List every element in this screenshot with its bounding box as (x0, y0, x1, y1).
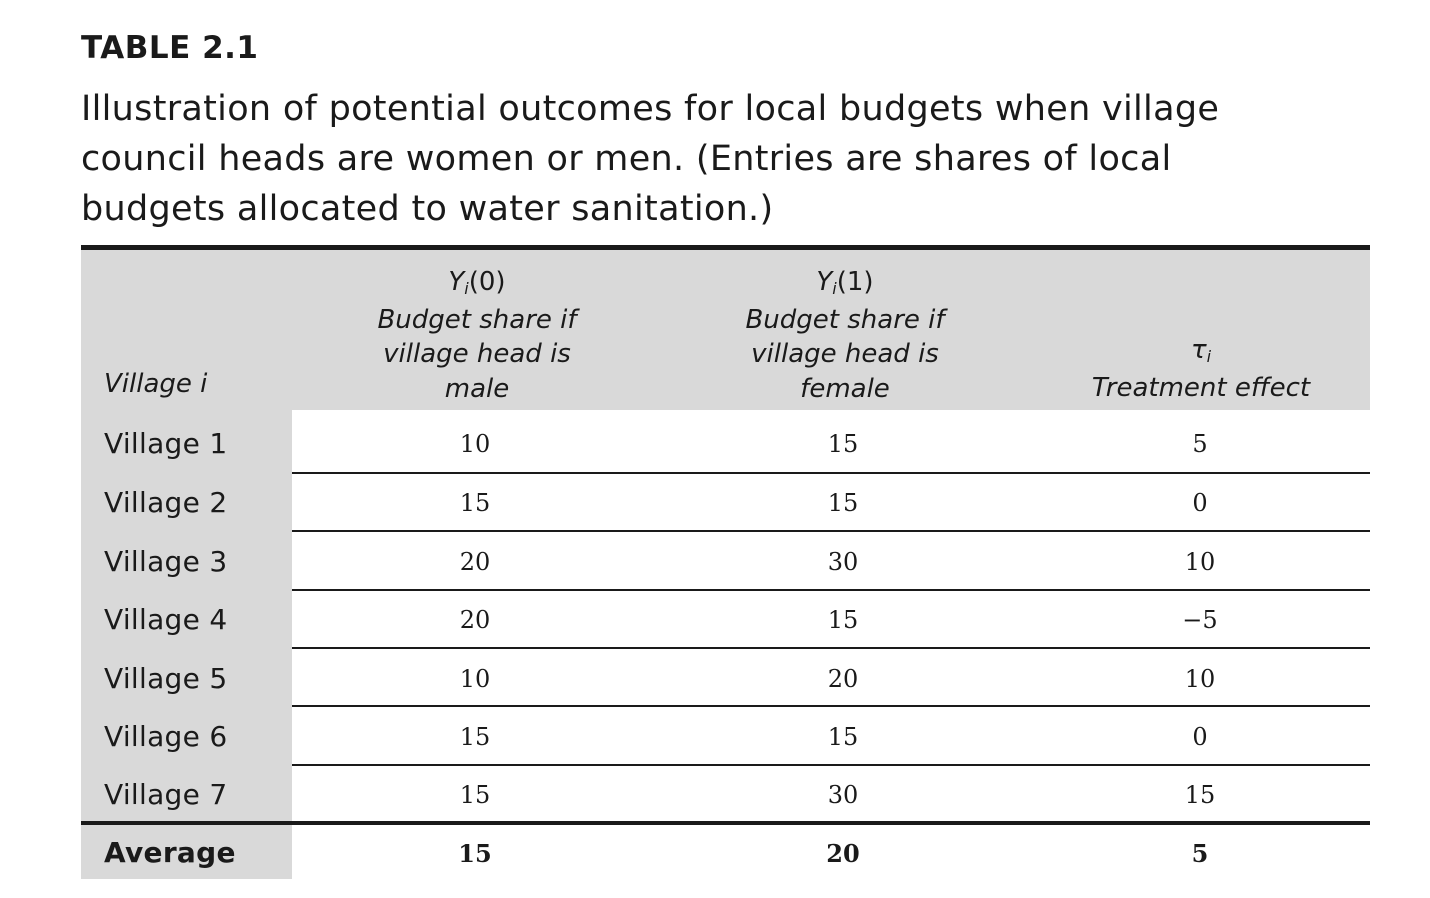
cell-y1: 20 (827, 665, 859, 693)
cell-tau: 10 (1184, 548, 1216, 576)
header-line: Budget share if (745, 304, 945, 335)
top-rule (81, 245, 1370, 250)
header-background (81, 250, 1370, 410)
header-village: Village i (104, 369, 208, 399)
caption-line: budgets allocated to water sanitation.) (81, 189, 774, 229)
header-treated-outcome: Yi(1) Budget share if village head is fe… (700, 265, 990, 406)
cell-y0: 10 (459, 430, 491, 458)
cell-tau: 10 (1184, 665, 1216, 693)
row-divider (292, 530, 1370, 532)
header-control-outcome: Yi(0) Budget share if village head is ma… (332, 265, 622, 406)
cell-y1: 30 (827, 781, 859, 809)
table-row: Village 4 20 15 −5 (81, 591, 1370, 649)
village-label: Village 6 (104, 720, 228, 753)
cell-y0: 15 (459, 781, 491, 809)
potential-outcomes-table: Village i Yi(0) Budget share if village … (81, 245, 1370, 881)
cell-y1: 15 (827, 489, 859, 517)
cell-y1: 15 (827, 606, 859, 634)
header-symbol-y0: Yi(0) (448, 267, 506, 298)
row-divider (292, 705, 1370, 707)
header-treatment-effect: τi Treatment effect (1071, 333, 1331, 405)
cell-y1: 30 (827, 548, 859, 576)
cell-y0: 10 (459, 665, 491, 693)
header-symbol-tau: τi (1190, 335, 1212, 366)
header-line: Budget share if (377, 304, 577, 335)
table-row: Village 1 10 15 5 (81, 415, 1370, 473)
cell-y0: 15 (459, 489, 491, 517)
summary-rule (81, 821, 1370, 825)
stub-column-background (81, 410, 292, 879)
cell-tau: 15 (1184, 781, 1216, 809)
table-row: Village 3 20 30 10 (81, 533, 1370, 591)
header-line: village head is (383, 339, 571, 369)
caption-line: council heads are women or men. (Entries… (81, 139, 1172, 179)
header-line: female (800, 373, 890, 404)
cell-y0: 20 (459, 606, 491, 634)
village-label: Village 2 (104, 486, 228, 519)
header-line: Treatment effect (1091, 372, 1311, 403)
cell-y0: 15 (459, 723, 491, 751)
average-tau: 5 (1191, 839, 1209, 868)
header-symbol-y1: Yi(1) (816, 267, 874, 298)
table-row: Village 5 10 20 10 (81, 650, 1370, 708)
table-row: Village 6 15 15 0 (81, 708, 1370, 766)
average-y1: 20 (826, 839, 860, 868)
village-label: Village 4 (104, 603, 228, 636)
cell-y1: 15 (827, 430, 859, 458)
caption-line: Illustration of potential outcomes for l… (81, 89, 1220, 129)
average-label: Average (104, 836, 236, 869)
row-divider (292, 472, 1370, 474)
cell-tau: 0 (1192, 489, 1208, 517)
row-divider (292, 764, 1370, 766)
cell-y0: 20 (459, 548, 491, 576)
village-label: Village 1 (104, 427, 228, 460)
cell-tau: 5 (1192, 430, 1208, 458)
row-divider (292, 647, 1370, 649)
row-divider (292, 589, 1370, 591)
header-line: village head is (751, 339, 939, 369)
table-row: Village 7 15 30 15 (81, 766, 1370, 824)
table-number: TABLE 2.1 (81, 30, 259, 66)
table-caption: Illustration of potential outcomes for l… (81, 84, 1281, 234)
village-label: Village 7 (104, 778, 228, 811)
cell-tau: 0 (1192, 723, 1208, 751)
header-line: male (444, 373, 510, 404)
average-row: Average 15 20 5 (81, 824, 1370, 882)
cell-tau: −5 (1182, 606, 1218, 634)
table-row: Village 2 15 15 0 (81, 474, 1370, 532)
village-label: Village 5 (104, 662, 228, 695)
average-y0: 15 (458, 839, 492, 868)
village-label: Village 3 (104, 545, 228, 578)
cell-y1: 15 (827, 723, 859, 751)
